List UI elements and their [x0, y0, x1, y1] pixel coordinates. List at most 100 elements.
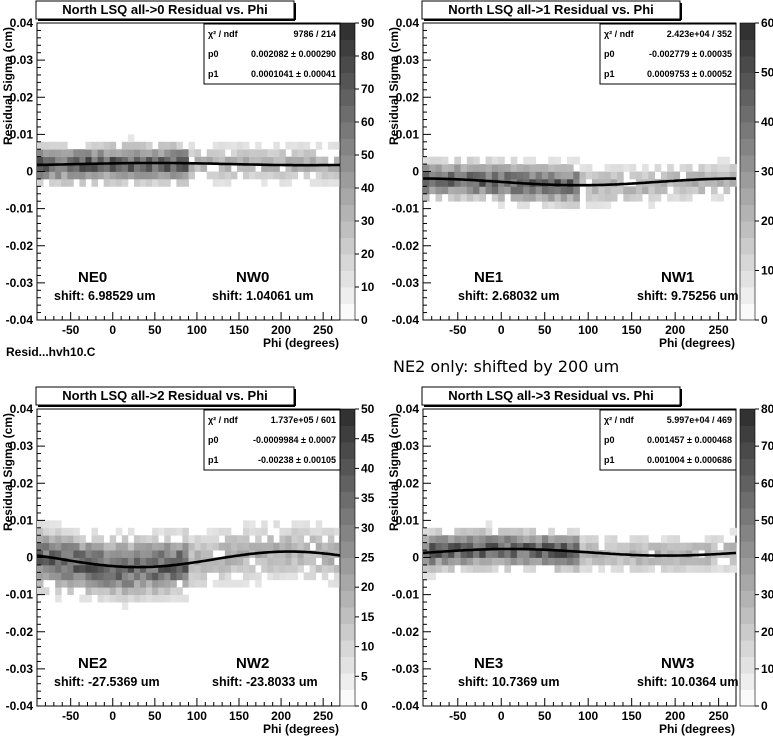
heatmap-cell — [158, 594, 165, 603]
heatmap-cell — [291, 520, 298, 529]
heatmap-cell — [660, 564, 668, 573]
z-tick-label: 20 — [361, 247, 375, 261]
y-tick-label: 0.02 — [396, 476, 420, 490]
heatmap-cell — [206, 557, 214, 566]
heatmap-cell — [327, 542, 335, 551]
heatmap-cell — [291, 542, 298, 551]
heatmap-cell — [710, 178, 718, 187]
heatmap-cell — [164, 550, 171, 558]
heatmap-cell — [454, 186, 461, 195]
heatmap-cell — [579, 164, 587, 172]
x-tick-label: 0 — [109, 709, 116, 723]
heatmap-cell — [115, 557, 123, 566]
heatmap-cell — [61, 156, 68, 165]
heatmap-cell — [158, 164, 165, 172]
heatmap-cell — [498, 535, 505, 544]
heatmap-cell — [566, 193, 574, 202]
y-tick-label: 0 — [26, 165, 33, 179]
heatmap-cell — [685, 186, 693, 195]
heatmap-cell — [573, 550, 580, 558]
heatmap-cell — [710, 542, 718, 551]
heatmap-cell — [654, 550, 662, 558]
heatmap-cell — [206, 171, 214, 180]
heatmap-cell — [91, 550, 98, 558]
color-scale-step — [340, 673, 355, 690]
z-tick-label: 10 — [761, 264, 773, 278]
heatmap-cell — [548, 178, 555, 187]
z-tick-label: 30 — [761, 165, 773, 179]
heatmap-cell — [236, 542, 244, 551]
heatmap-cell — [206, 564, 214, 573]
color-scale-step — [740, 237, 755, 255]
color-scale-step — [340, 475, 355, 492]
heatmap-cell — [194, 149, 202, 158]
heatmap-cell — [516, 550, 524, 558]
heatmap-cell — [109, 579, 117, 588]
heatmap-cell — [127, 579, 135, 588]
heatmap-cell — [97, 542, 105, 551]
heatmap-cell — [654, 557, 662, 566]
heatmap-cell — [273, 557, 280, 566]
heatmap-cell — [97, 594, 105, 603]
heatmap-cell — [43, 156, 50, 165]
heatmap-cell — [121, 141, 129, 150]
heatmap-cell — [491, 156, 499, 165]
heatmap-cell — [315, 178, 323, 187]
heatmap-cell — [523, 156, 530, 165]
heatmap-cell — [279, 149, 286, 158]
heatmap-cell — [170, 141, 177, 150]
heatmap-cell — [466, 535, 474, 544]
heatmap-cell — [315, 164, 323, 172]
heatmap-cell — [516, 535, 524, 544]
heatmap-cell — [158, 572, 165, 581]
y-tick-label: 0.04 — [396, 402, 420, 416]
heatmap-cell — [255, 141, 262, 150]
heatmap-cell — [103, 550, 111, 558]
y-tick-label: 0 — [412, 551, 419, 565]
heatmap-cell — [218, 564, 226, 573]
heatmap-cell — [127, 542, 135, 551]
heatmap-cell — [164, 156, 171, 165]
z-tick-label: 40 — [361, 461, 375, 475]
heatmap-cell — [152, 550, 159, 558]
heatmap-cell — [273, 564, 280, 573]
heatmap-cell — [485, 520, 493, 529]
heatmap-cell — [435, 171, 443, 180]
heatmap-cell — [585, 557, 593, 566]
heatmap-cell — [466, 564, 474, 573]
heatmap-cell — [610, 178, 618, 187]
heatmap-cell — [182, 149, 189, 158]
heatmap-cell — [158, 527, 165, 536]
heatmap-cell — [327, 178, 335, 187]
heatmap-cell — [491, 557, 499, 566]
heatmap-cell — [529, 542, 537, 551]
heatmap-cell — [285, 572, 292, 581]
heatmap-cell — [435, 164, 443, 172]
heatmap-cell — [103, 594, 111, 603]
x-axis-label: Phi (degrees) — [263, 336, 339, 350]
stats-value: 9786 / 214 — [293, 29, 336, 39]
heatmap-cell — [249, 171, 256, 180]
heatmap-cell — [279, 542, 286, 551]
heatmap-cell — [152, 557, 159, 566]
heatmap-cell — [224, 527, 232, 536]
heatmap-cell — [285, 535, 292, 544]
heatmap-cell — [55, 141, 62, 150]
heatmap-cell — [67, 542, 74, 551]
heatmap-cell — [566, 178, 574, 187]
heatmap-cell — [55, 587, 62, 596]
heatmap-cell — [554, 550, 562, 558]
heatmap-cell — [454, 557, 461, 566]
heatmap-cell — [466, 527, 474, 536]
heatmap-cell — [152, 164, 159, 172]
heatmap-cell — [321, 164, 329, 172]
heatmap-cell — [491, 564, 499, 573]
color-scale-step — [740, 89, 755, 106]
heatmap-cell — [73, 572, 80, 581]
stats-value: -0.002779 ± 0.00035 — [649, 49, 732, 59]
heatmap-cell — [279, 557, 286, 566]
heatmap-cell — [648, 186, 656, 195]
heatmap-cell — [55, 572, 62, 581]
heatmap-cell — [121, 149, 129, 158]
heatmap-cell — [604, 535, 612, 544]
